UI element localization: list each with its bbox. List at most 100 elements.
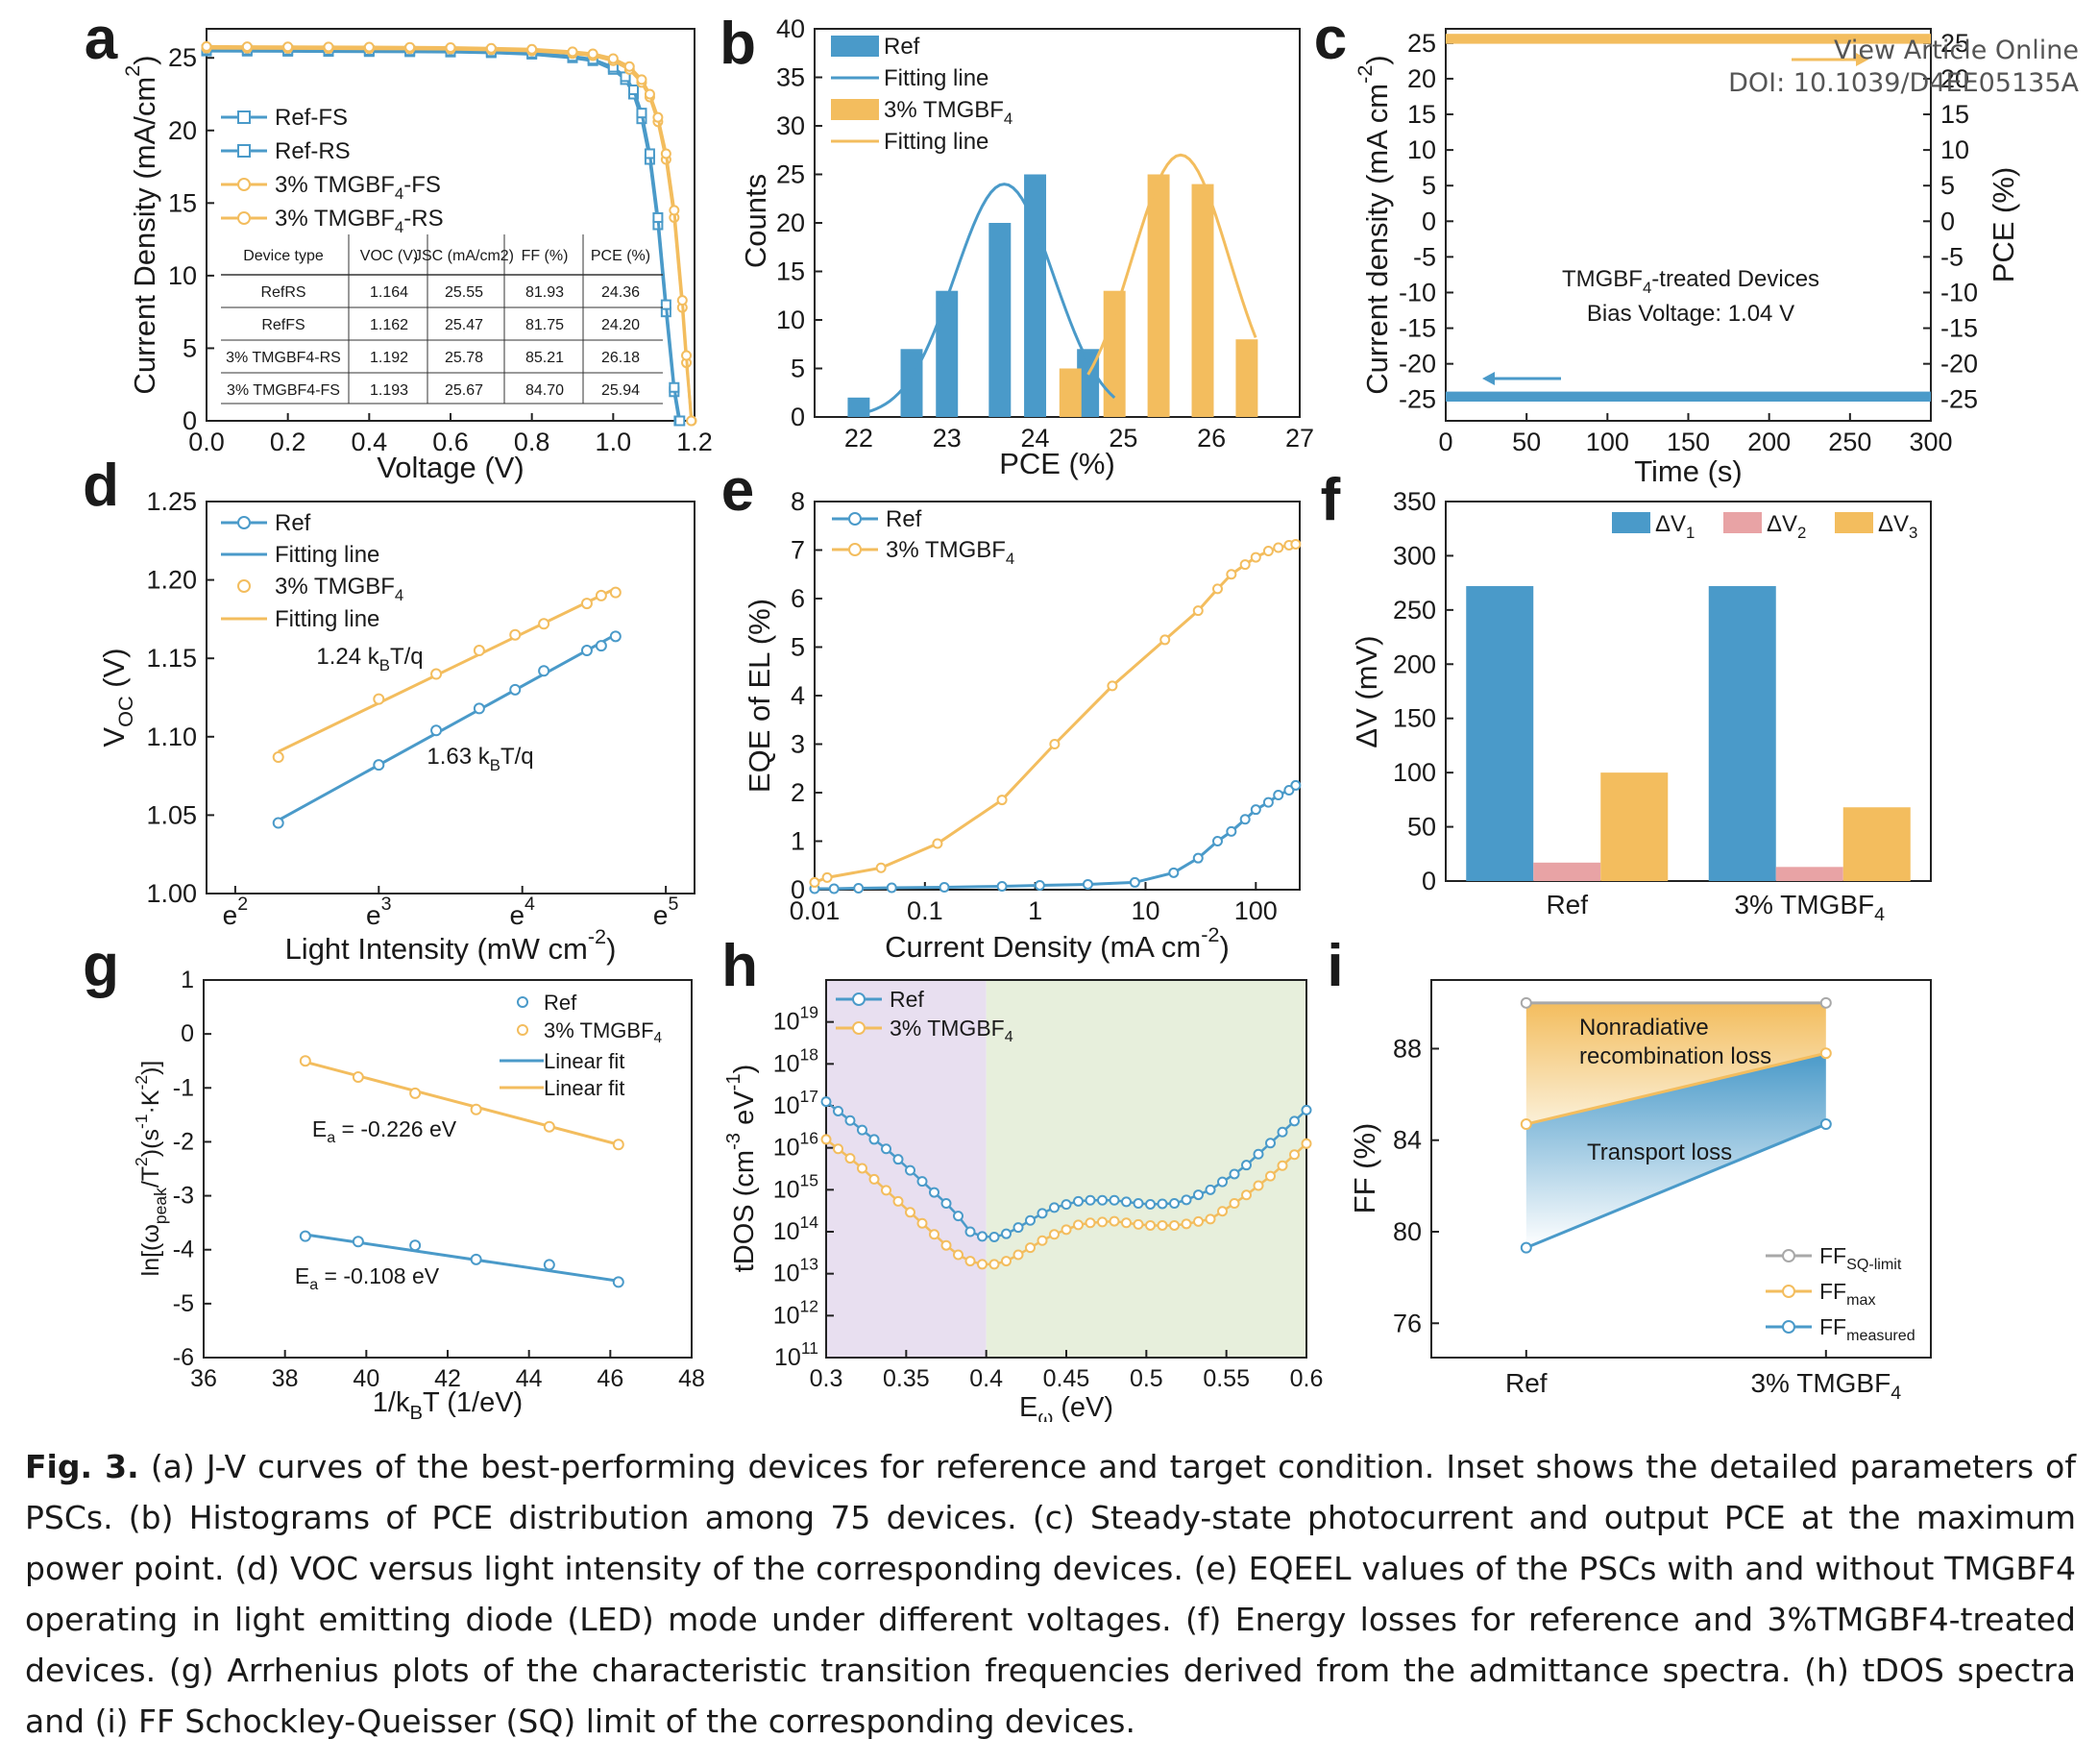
y-tick-label: 20 xyxy=(1940,64,1969,93)
data-point xyxy=(1819,1047,1832,1060)
y-tick-label: 5 xyxy=(791,633,805,662)
data-point xyxy=(1192,852,1204,864)
x-tick-label: 0 xyxy=(1438,428,1452,456)
histogram-bar xyxy=(847,397,870,417)
legend-label: Fitting line xyxy=(884,129,988,155)
histogram-bar xyxy=(1147,174,1170,417)
y-tick-label: 20 xyxy=(168,116,197,145)
data-point xyxy=(916,1217,928,1229)
data-point xyxy=(1157,1219,1168,1231)
data-point xyxy=(272,751,284,764)
data-point xyxy=(1085,1194,1096,1206)
legend-label: 3% TMGBF4-RS xyxy=(275,206,444,237)
y-tick-label: 7 xyxy=(791,536,805,565)
data-point xyxy=(430,724,443,737)
data-point xyxy=(1012,1249,1024,1261)
data-point xyxy=(587,48,598,60)
data-point xyxy=(1097,1194,1108,1206)
data-point xyxy=(1001,1228,1012,1239)
annotation: recombination loss xyxy=(1579,1043,1771,1069)
annotation: Ea = -0.108 eV xyxy=(295,1263,440,1293)
data-point xyxy=(1290,779,1302,791)
y-tick-label: -1 xyxy=(173,1074,194,1101)
plot-frame xyxy=(206,501,695,894)
data-point xyxy=(282,41,294,53)
y-tick-label: 5 xyxy=(1422,171,1436,200)
bar xyxy=(1466,586,1534,881)
transport-loss-area xyxy=(1525,1053,1826,1248)
data-point xyxy=(1226,825,1237,837)
data-point xyxy=(868,1134,880,1145)
data-point xyxy=(1049,739,1061,749)
table-cell: 85.21 xyxy=(525,350,564,366)
data-point xyxy=(820,1096,832,1108)
data-point xyxy=(674,415,686,427)
data-point xyxy=(363,41,375,53)
data-point xyxy=(543,1259,555,1271)
data-point xyxy=(409,1239,422,1252)
x-tick-label: Ref xyxy=(1546,890,1588,919)
y-axis-label: Counts xyxy=(739,174,772,268)
x-tick-label: e3 xyxy=(366,894,392,930)
data-point xyxy=(1025,1242,1036,1254)
data-point xyxy=(1097,1216,1108,1228)
panel-letter-g: g xyxy=(83,933,119,999)
arrow-head xyxy=(1856,53,1868,66)
data-point xyxy=(299,1055,311,1067)
y-tick-label: 1011 xyxy=(774,1338,818,1371)
y-tick-label: 15 xyxy=(168,188,197,217)
data-point xyxy=(844,1153,856,1164)
y-tick-label: 1.15 xyxy=(146,644,197,673)
panel-letter-b: b xyxy=(720,11,756,77)
panel-letter-e: e xyxy=(721,457,754,524)
x-tick-label: 1 xyxy=(1028,896,1042,925)
data-point xyxy=(996,880,1008,892)
x-tick-label: 0.01 xyxy=(790,896,841,925)
data-point xyxy=(669,381,680,393)
x-tick-label: 3% TMGBF4 xyxy=(1734,890,1885,926)
histogram-bar xyxy=(1191,184,1214,417)
data-point xyxy=(1205,1184,1216,1195)
legend-marker xyxy=(237,211,251,225)
data-point xyxy=(660,148,671,159)
data-point xyxy=(1520,1118,1532,1131)
data-point xyxy=(323,41,334,53)
data-point xyxy=(1265,1138,1276,1149)
chart-panel-i: 76 80 84 88 FF (%) Ref 3% TMGBF4 Nonradiativere… xyxy=(1348,979,1932,1404)
x-axis-label: Time (s) xyxy=(1634,454,1743,488)
y-tick-label: 3 xyxy=(791,730,805,759)
view-online-link[interactable]: View Article Online xyxy=(1834,36,2079,65)
data-point xyxy=(1145,1198,1156,1210)
y-tick-label: 1 xyxy=(791,827,805,856)
doi-text: DOI: 10.1039/D4EE05135A xyxy=(1728,68,2079,98)
legend-swatch xyxy=(831,36,879,57)
data-point xyxy=(828,883,840,894)
data-point xyxy=(595,640,607,652)
data-point xyxy=(1229,1168,1240,1180)
data-point xyxy=(977,1231,988,1242)
data-point xyxy=(1290,538,1302,550)
y-tick-label: 10 xyxy=(1940,135,1969,164)
legend-label: Ref xyxy=(884,34,920,60)
y-tick-label: 15 xyxy=(776,257,805,286)
y2-axis-label: PCE (%) xyxy=(1987,167,2020,283)
x-tick-label: 38 xyxy=(272,1365,299,1392)
data-point xyxy=(940,1198,952,1210)
data-point xyxy=(853,882,865,894)
annotation: Bias Voltage: 1.04 V xyxy=(1587,301,1794,327)
legend-marker xyxy=(517,996,528,1008)
legend-label: Ref xyxy=(275,510,311,536)
x-axis-label: Light Intensity (mW cm-2) xyxy=(285,924,617,966)
data-point xyxy=(929,1187,939,1198)
series-line xyxy=(1525,1051,1827,1126)
table-cell: 24.20 xyxy=(601,317,640,333)
y-tick-label: 2 xyxy=(791,778,805,807)
y-tick-label: 1.20 xyxy=(146,566,197,595)
y-tick-label: 25 xyxy=(168,43,197,72)
data-point xyxy=(567,46,578,58)
histogram-bar xyxy=(1024,174,1047,417)
data-point xyxy=(1073,1219,1084,1231)
table-cell: 26.18 xyxy=(601,350,640,366)
y-tick-label: -15 xyxy=(1940,314,1978,343)
y-tick-label: -6 xyxy=(173,1344,194,1371)
